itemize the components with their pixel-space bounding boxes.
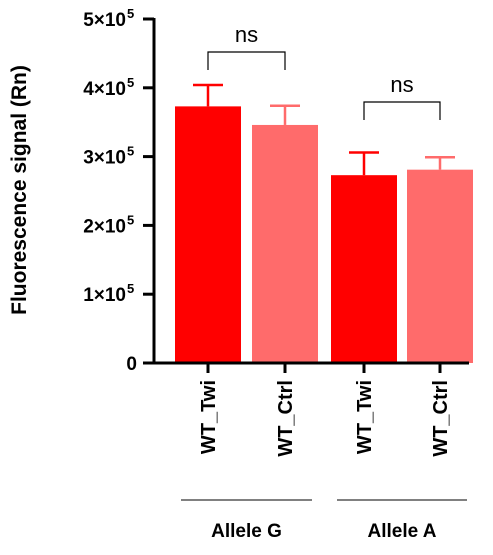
x-tick-label: WT_Ctrl xyxy=(275,380,297,457)
y-tick-label: 3×10 xyxy=(83,148,126,169)
chart-marks: 01×10 52×10 53×10 54×10 55×10 5WT_Twi WT_Ctrl W… xyxy=(83,6,473,542)
y-tick-label: 2×10 xyxy=(83,216,126,237)
significance-bracket xyxy=(207,51,286,70)
significance-bracket xyxy=(363,101,441,120)
y-tick-exponent: 5 xyxy=(127,6,134,21)
bar xyxy=(252,124,318,364)
bar xyxy=(407,169,473,363)
y-tick-exponent: 5 xyxy=(127,212,134,227)
significance-label: ns xyxy=(235,22,258,47)
x-tick-label: WT_Ctrl xyxy=(430,380,452,457)
significance-label: ns xyxy=(390,72,413,97)
y-tick-label: 1×10 xyxy=(83,285,126,306)
y-tick-exponent: 5 xyxy=(127,75,134,90)
x-tick-label: WT_Twi xyxy=(198,380,220,454)
bar xyxy=(175,106,241,363)
x-tick-label: WT_Twi xyxy=(354,380,376,454)
bar xyxy=(331,175,397,363)
group-label: Allele G xyxy=(211,521,282,542)
y-tick-exponent: 5 xyxy=(127,281,134,296)
y-tick-label: 5×10 xyxy=(83,10,126,31)
y-tick-exponent: 5 xyxy=(127,144,134,159)
y-tick-label: 0 xyxy=(126,354,137,375)
y-tick-label: 4×10 xyxy=(83,79,126,100)
y-axis-label: Fluorescence signal (Rn) xyxy=(8,65,31,315)
group-label: Allele A xyxy=(368,521,437,542)
